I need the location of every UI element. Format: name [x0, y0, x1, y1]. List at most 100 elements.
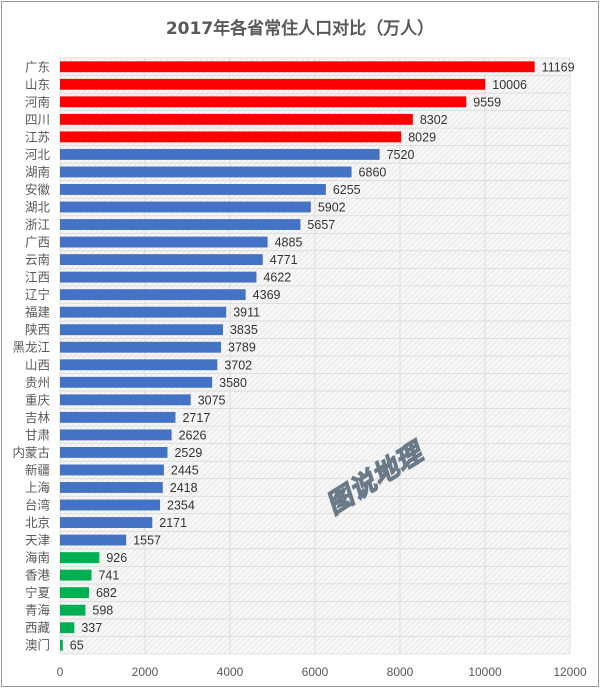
category-label: 澳门: [25, 638, 50, 653]
category-label: 陕西: [25, 322, 50, 337]
category-label: 重庆: [25, 392, 51, 407]
x-tick-label: 6000: [302, 665, 329, 679]
bar: [60, 184, 326, 195]
bar: [60, 78, 486, 90]
data-label: 8302: [420, 113, 448, 127]
category-label: 新疆: [25, 462, 50, 477]
category-label: 广西: [25, 235, 50, 250]
x-tick-label: 8000: [387, 665, 414, 679]
data-label: 2445: [171, 463, 199, 477]
category-label: 江苏: [25, 129, 50, 144]
category-label: 河北: [25, 147, 51, 162]
x-tick-label: 12000: [553, 665, 587, 679]
category-label: 青海: [25, 603, 51, 618]
category-label: 湖北: [25, 200, 51, 215]
data-label: 3835: [230, 323, 258, 337]
bar: [60, 131, 402, 143]
category-label: 云南: [25, 252, 50, 267]
bar: [60, 587, 89, 599]
data-label: 2354: [167, 499, 195, 513]
data-label: 3911: [233, 306, 260, 320]
data-label: 2529: [174, 446, 202, 460]
data-label: 5902: [318, 201, 346, 215]
bar: [60, 376, 213, 388]
bar: [60, 271, 257, 283]
category-label: 福建: [25, 305, 51, 320]
data-label: 10006: [492, 78, 527, 92]
data-label: 2171: [159, 516, 187, 530]
data-label: 4885: [275, 236, 303, 250]
category-label: 广东: [25, 59, 50, 74]
category-label: 天津: [25, 533, 50, 548]
bar: [60, 639, 63, 651]
category-label: 湖南: [25, 164, 50, 179]
data-label: 3789: [228, 341, 256, 355]
bar: [60, 113, 413, 125]
category-label: 安徽: [25, 182, 51, 197]
bar: [60, 201, 311, 213]
category-label: 海南: [25, 550, 50, 565]
category-label: 四川: [25, 112, 50, 127]
data-label: 8029: [408, 130, 436, 144]
data-label: 4369: [253, 288, 281, 302]
category-label: 宁夏: [25, 585, 51, 600]
bar: [60, 324, 223, 336]
bar: [60, 411, 176, 423]
data-label: 682: [96, 586, 117, 600]
bar: [60, 482, 163, 493]
data-label: 3702: [224, 358, 252, 372]
data-label: 337: [81, 621, 102, 635]
data-label: 3075: [198, 393, 226, 407]
category-label: 吉林: [25, 410, 51, 425]
bar: [60, 604, 86, 616]
bar: [60, 394, 191, 406]
data-label: 6860: [359, 165, 387, 179]
data-label: 3580: [219, 376, 247, 390]
data-label: 5657: [307, 218, 335, 232]
data-label: 2717: [182, 411, 210, 425]
bar: [60, 359, 218, 371]
bar: [60, 569, 92, 581]
bar: [60, 499, 161, 511]
category-label: 浙江: [25, 217, 50, 232]
bar: [60, 148, 380, 160]
bar: [60, 517, 153, 528]
x-tick-label: 0: [57, 665, 64, 679]
bar: [60, 306, 227, 318]
category-label: 辽宁: [25, 287, 50, 302]
category-label: 山东: [25, 77, 50, 92]
bar: [60, 219, 301, 230]
category-label: 黑龙江: [12, 340, 50, 355]
bar: [60, 534, 127, 546]
category-label: 北京: [25, 515, 50, 530]
data-label: 7520: [387, 148, 415, 162]
category-label: 台湾: [25, 498, 50, 513]
x-tick-label: 2000: [132, 665, 159, 679]
data-label: 2626: [179, 428, 207, 442]
data-label: 926: [106, 551, 127, 565]
data-label: 4622: [263, 271, 291, 285]
data-label: 1557: [133, 534, 161, 548]
bar: [60, 254, 263, 266]
data-label: 2418: [170, 481, 198, 495]
category-label: 内蒙古: [12, 445, 50, 460]
bar: [60, 429, 172, 441]
bar: [60, 236, 268, 248]
category-label: 上海: [25, 480, 51, 495]
bar: [60, 622, 75, 634]
bar: [60, 341, 222, 353]
data-label: 65: [70, 639, 84, 653]
data-label: 741: [98, 569, 119, 583]
bar: [60, 464, 164, 476]
x-tick-label: 10000: [468, 665, 502, 679]
data-label: 9559: [473, 95, 501, 109]
category-label: 河南: [25, 94, 50, 109]
category-label: 山西: [25, 357, 50, 372]
data-label: 598: [92, 604, 113, 618]
category-label: 西藏: [25, 620, 51, 635]
bar: [60, 96, 467, 108]
data-label: 4771: [270, 253, 298, 267]
category-label: 甘肃: [25, 427, 50, 442]
x-tick-label: 4000: [217, 665, 244, 679]
